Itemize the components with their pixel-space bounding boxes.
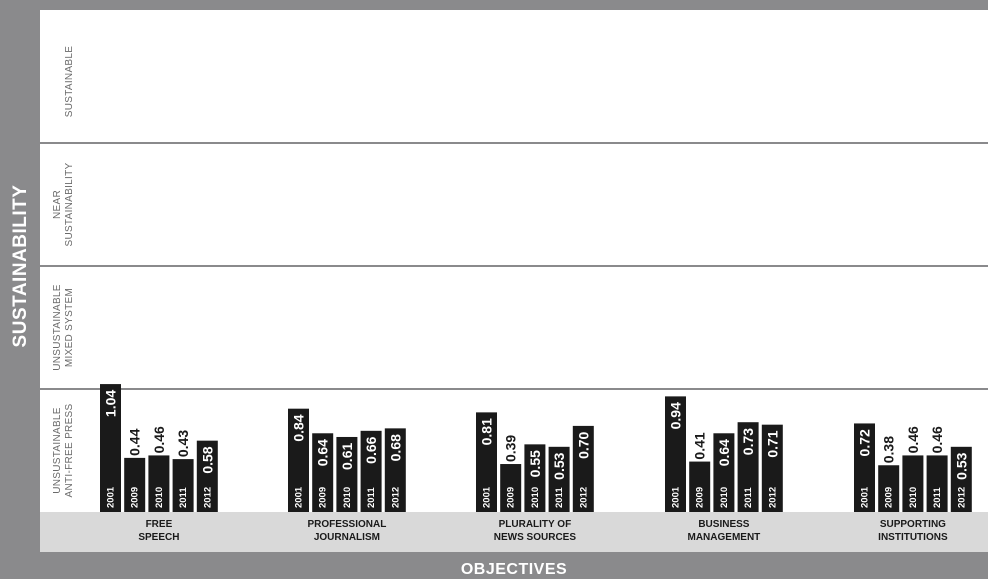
series-year-label: 2001 [860,486,871,508]
category-label: MANAGEMENT [688,532,761,543]
bar [524,444,546,512]
series-year-label: 2011 [554,487,565,508]
series-year-label: 2001 [671,486,682,508]
series-year-label: 2012 [578,487,589,508]
bar [902,455,924,512]
bar [384,428,406,512]
x-axis-title: OBJECTIVES [461,561,567,578]
bar [336,436,358,512]
data-label: 0.43 [175,430,191,457]
series-year-label: 2011 [743,487,754,508]
data-label: 0.46 [905,426,921,453]
category-label: PROFESSIONAL [307,519,386,530]
series-year-label: 2009 [884,487,895,508]
bar [854,423,875,512]
bar [360,430,382,512]
bar [100,384,121,512]
bar [950,446,972,512]
category-label: SPEECH [138,532,179,543]
series-year-label: 2009 [318,487,329,508]
data-label: 0.58 [199,446,215,473]
series-year-label: 2011 [366,487,377,508]
data-label: 0.64 [716,439,732,466]
series-year-label: 2012 [956,487,967,508]
data-label: 0.61 [339,443,355,470]
series-year-label: 2012 [767,487,778,508]
series-year-label: 2009 [506,487,517,508]
bar [665,396,686,512]
series-year-label: 2010 [154,487,165,508]
series-year-label: 2009 [130,487,141,508]
series-year-label: 2001 [294,486,305,508]
bar [148,455,170,512]
band-label: NEAR [52,190,63,219]
data-label: 0.46 [151,426,167,453]
band-label: UNSUSTAINABLE [52,284,63,371]
data-label: 0.66 [363,436,379,463]
series-year-label: 2010 [530,487,541,508]
series-year-label: 2009 [695,487,706,508]
bar [500,464,522,512]
series-year-label: 2010 [342,487,353,508]
data-label: 0.70 [575,431,591,458]
data-label: 0.46 [929,426,945,453]
band-label: MIXED SYSTEM [64,288,75,367]
series-year-label: 2011 [178,487,189,508]
series-year-label: 2010 [908,487,919,508]
data-label: 0.44 [127,428,143,455]
bar [124,457,146,512]
data-label: 0.53 [953,452,969,479]
band-label: ANTI-FREE PRESS [64,403,75,497]
band-label: SUSTAINABLE [64,46,75,117]
category-label: FREE [146,519,173,530]
bar [737,422,759,512]
bar [572,425,594,512]
band-label: UNSUSTAINABLE [52,407,63,494]
data-label: 0.94 [668,402,684,429]
band-label: SUSTAINABILITY [64,162,75,246]
bar [878,465,900,512]
bar [548,446,570,512]
data-label: 0.84 [291,414,307,441]
series-year-label: 2011 [932,487,943,508]
series-year-label: 2001 [106,486,117,508]
category-label: JOURNALISM [314,532,380,543]
data-label: 0.38 [881,436,897,463]
bar [761,424,783,512]
category-label: SUPPORTING [880,519,946,530]
series-year-label: 2012 [202,487,213,508]
bar [172,459,194,512]
bar [689,461,711,512]
bar [312,433,334,512]
series-year-label: 2012 [390,487,401,508]
data-label: 0.72 [857,429,873,456]
data-label: 0.39 [503,435,519,462]
data-label: 0.53 [551,452,567,479]
data-label: 0.71 [764,430,780,457]
category-band [40,512,988,552]
data-label: 1.04 [103,390,119,417]
bar [196,440,218,512]
bar [713,433,735,512]
y-axis-title: SUSTAINABILITY [10,185,31,348]
plot-area [40,10,988,512]
data-label: 0.81 [479,418,495,445]
series-year-label: 2010 [719,487,730,508]
data-label: 0.68 [387,434,403,461]
bar [288,408,309,512]
bar [926,455,948,512]
data-label: 0.41 [692,432,708,459]
category-label: NEWS SOURCES [494,532,577,543]
category-label: BUSINESS [698,519,749,530]
data-label: 0.55 [527,450,543,477]
series-year-label: 2001 [482,486,493,508]
data-label: 0.64 [315,439,331,466]
category-label: PLURALITY OF [499,519,572,530]
bar [476,412,497,512]
category-label: INSTITUTIONS [878,532,948,543]
data-label: 0.73 [740,428,756,455]
